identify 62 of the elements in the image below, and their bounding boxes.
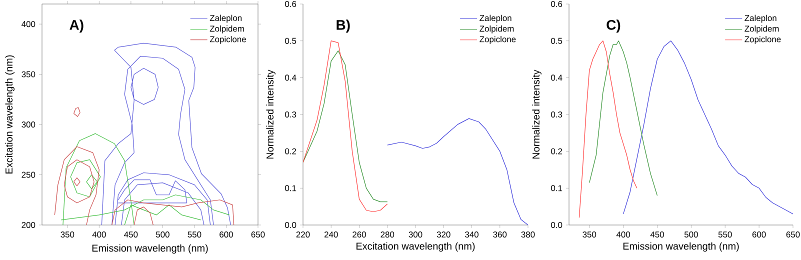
x-tick-label: 220: [296, 232, 310, 238]
x-tick-label: 550: [718, 232, 732, 238]
y-axis-title: Normalized intensity: [532, 70, 542, 159]
y-tick-label: 0.4: [551, 74, 562, 81]
legend-label: Zaleplon: [210, 14, 242, 23]
y-tick-label: 0.5: [551, 38, 562, 44]
x-tick-label: 350: [582, 232, 596, 238]
y-tick-label: 400: [22, 21, 36, 28]
x-tick-label: 360: [493, 232, 507, 238]
x-tick-label: 280: [380, 232, 394, 238]
y-tick-label: 0.3: [285, 112, 296, 118]
x-axis-title: Excitation wavelength (nm): [356, 242, 475, 252]
y-axis-title: Excitation wavelength (nm): [5, 55, 15, 174]
legend-label: Zopiclone: [480, 36, 516, 44]
x-tick-label: 300: [408, 232, 422, 238]
x-axis-title: Emission wavelength (nm): [623, 242, 739, 252]
x-tick-label: 380: [521, 232, 535, 238]
x-tick-label: 400: [616, 232, 630, 238]
x-tick-label: 550: [188, 232, 202, 238]
y-tick-label: 0.1: [551, 185, 562, 192]
legend-label: Zopiclone: [210, 36, 246, 44]
y-tick-label: 0.2: [551, 148, 562, 154]
x-tick-label: 450: [650, 232, 664, 238]
y-tick-label: 0.2: [285, 148, 296, 154]
y-tick-label: 200: [22, 222, 36, 228]
x-tick-label: 600: [752, 232, 766, 238]
x-tick-label: 500: [156, 232, 170, 238]
text: B): [336, 20, 350, 33]
x-tick-label: 600: [220, 232, 233, 238]
line-series: [578, 40, 638, 218]
x-tick-label: 340: [465, 232, 478, 238]
x-tick-label: 450: [124, 232, 138, 238]
y-tick-label: 0.0: [551, 222, 562, 228]
line-series: [387, 118, 528, 225]
legend-label: Zolpidem: [744, 25, 779, 34]
x-tick-label: 650: [786, 232, 800, 238]
x-axis-title: Emission wavelength (nm): [92, 244, 208, 254]
y-tick-label: 0.6: [285, 1, 296, 7]
x-tick-label: 320: [436, 232, 450, 238]
legend-label: Zaleplon: [744, 14, 776, 23]
y-tick-label: 300: [22, 122, 36, 128]
x-tick-label: 350: [60, 232, 74, 238]
x-tick-label: 260: [352, 232, 366, 238]
y-tick-label: 0.0: [285, 222, 296, 228]
y-tick-label: 250: [22, 172, 36, 178]
x-tick-label: 650: [251, 232, 265, 238]
legend-label: Zolpidem: [210, 25, 244, 34]
x-tick-label: 400: [92, 232, 106, 238]
y-axis-title: Normalized intensity: [266, 70, 276, 159]
x-tick-label: 500: [684, 232, 698, 238]
y-tick-label: 0.4: [285, 74, 296, 81]
legend-label: Zolpidem: [480, 25, 514, 34]
legend-label: Zopiclone: [744, 36, 781, 44]
y-tick-label: 0.3: [551, 112, 562, 118]
text: A): [70, 20, 84, 33]
legend-label: Zaleplon: [480, 14, 512, 23]
text: C): [606, 20, 620, 33]
y-tick-label: 0.1: [285, 185, 296, 192]
y-tick-label: 0.6: [551, 1, 562, 7]
y-tick-label: 0.5: [285, 38, 296, 44]
y-tick-label: 350: [22, 71, 36, 78]
x-tick-label: 240: [324, 232, 338, 238]
